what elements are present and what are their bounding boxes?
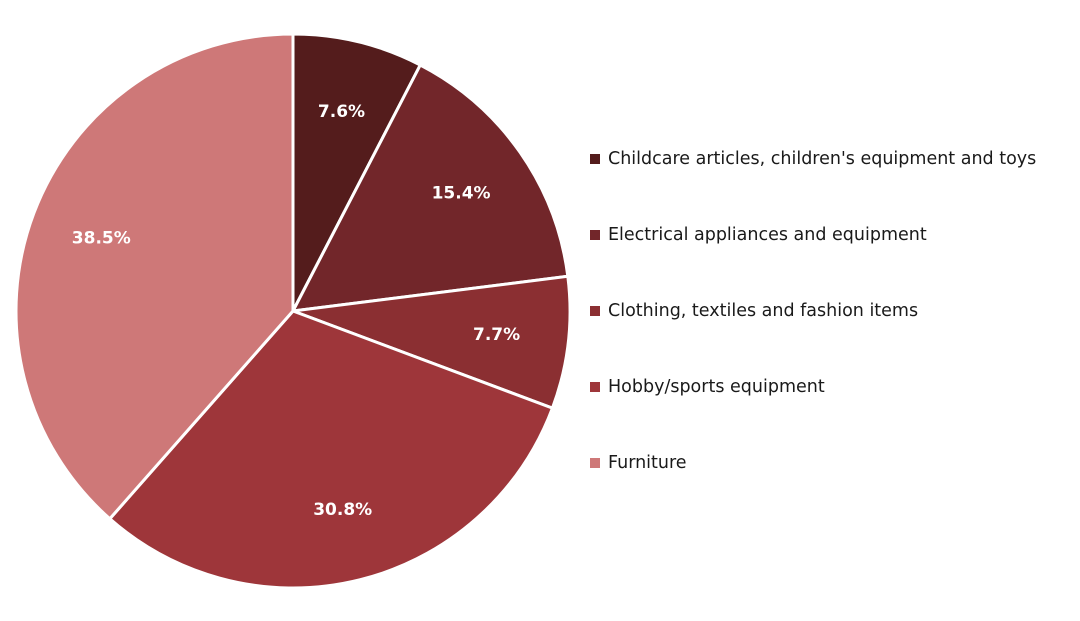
data-label-furniture: 38.5% (72, 229, 131, 249)
legend-label: Clothing, textiles and fashion items (608, 301, 919, 321)
pie-slices (14, 32, 572, 590)
legend-swatch (590, 306, 600, 316)
pie-slice-clothing-textiles-and-fashion-items (292, 274, 572, 411)
legend-item-hobby-sports-equipment: Hobby/sports equipment (590, 373, 1036, 449)
pie-data-labels: 7.6% 15.4% 7.7% 30.8% 38.5% (72, 102, 520, 520)
pie-slice-childcare-articles-children-s-equipment-and-toys (291, 32, 423, 312)
pie-slice-hobby-sports-equipment (107, 309, 555, 590)
data-label-electrical-appliances-and-equipment: 15.4% (432, 184, 491, 204)
legend-swatch (590, 382, 600, 392)
legend-item-furniture: Furniture (590, 449, 1036, 525)
data-label-clothing-textiles-and-fashion-items: 7.7% (473, 325, 520, 345)
legend-swatch (590, 458, 600, 468)
legend-swatch (590, 230, 600, 240)
data-label-childcare-articles-children-s-equipment-and-toys: 7.6% (318, 102, 365, 122)
chart-legend: Childcare articles, children's equipment… (590, 145, 1036, 525)
data-label-hobby-sports-equipment: 30.8% (313, 500, 372, 520)
legend-label: Furniture (608, 453, 687, 473)
legend-swatch (590, 154, 600, 164)
legend-item-clothing-textiles-and-fashion-items: Clothing, textiles and fashion items (590, 297, 1036, 373)
legend-label: Electrical appliances and equipment (608, 225, 927, 245)
pie-slice-electrical-appliances-and-equipment (290, 62, 570, 313)
legend-label: Hobby/sports equipment (608, 377, 825, 397)
legend-label: Childcare articles, children's equipment… (608, 149, 1037, 169)
legend-item-childcare-articles-children-s-equipment-and-toys: Childcare articles, children's equipment… (590, 145, 1036, 221)
legend-item-electrical-appliances-and-equipment: Electrical appliances and equipment (590, 221, 1036, 297)
pie-slice-furniture (14, 32, 295, 521)
